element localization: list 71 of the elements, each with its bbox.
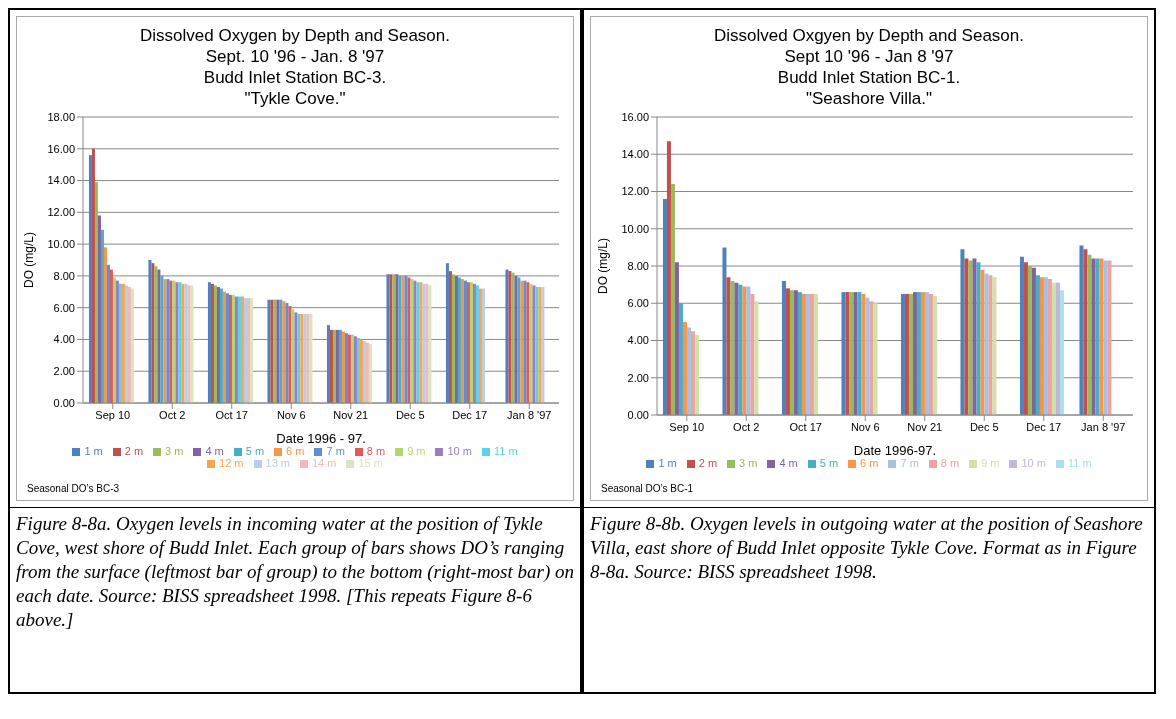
legend-label: 3 m (739, 457, 758, 469)
legend-label: 5 m (819, 457, 839, 469)
legend-label: 7 m (326, 445, 345, 457)
legend-label: 8 m (366, 445, 386, 457)
x-axis-title: Date 1996-97. (853, 443, 937, 458)
x-tick-label: Oct 17 (789, 420, 822, 433)
y-axis-title: DO (mg/L) (596, 237, 611, 295)
y-axis-title: DO (mg/L) (22, 231, 37, 289)
y-tick-label: 16.00 (47, 142, 75, 155)
legend-label: 2 m (124, 445, 144, 457)
y-tick-label: 18.00 (47, 110, 75, 123)
legend-label: 13 m (265, 457, 290, 469)
y-tick-label: 6.00 (53, 301, 75, 314)
x-tick-label: Nov 6 (850, 420, 880, 433)
x-tick-label: Sep 10 (669, 420, 705, 433)
legend-label: 6 m (860, 457, 879, 469)
x-tick-label: Sep 10 (95, 408, 131, 421)
x-tick-label: Oct 2 (159, 408, 186, 421)
legend-label: 11 m (1067, 457, 1092, 469)
legend-label: 2 m (698, 457, 718, 469)
y-tick-label: 0.00 (627, 408, 649, 421)
x-tick-label: Nov 6 (276, 408, 306, 421)
y-tick-label: 14.00 (621, 148, 649, 161)
legend-label: 10 m (447, 445, 472, 457)
text: Seasonal DO’s BC-1 (601, 483, 694, 494)
x-tick-label: Nov 21 (907, 420, 943, 433)
x-tick-label: Dec 17 (452, 408, 488, 421)
y-tick-label: 6.00 (627, 297, 649, 310)
x-tick-label: Oct 17 (215, 408, 248, 421)
y-tick-label: 2.00 (53, 365, 75, 378)
caption: Figure 8-8b. Oxygen levels in outgoing water at the position of Seashore Villa, east shore of Budd Inlet opposite Tykle Cove. Format as in Figure 8-8a. Source: BISS spreadsheet 1998. (590, 512, 1144, 584)
legend-label: 7 m (900, 457, 919, 469)
y-tick-label: 4.00 (53, 333, 75, 346)
y-tick-label: 4.00 (627, 334, 649, 347)
x-axis-title: Date 1996 - 97. (276, 431, 366, 446)
legend-label: 11 m (493, 445, 518, 457)
y-tick-label: 0.00 (53, 396, 75, 409)
x-tick-label: Dec 17 (1026, 420, 1062, 433)
y-tick-label: 14.00 (47, 174, 75, 187)
legend-label: 12 m (219, 457, 244, 469)
legend-label: 4 m (779, 457, 798, 469)
legend-label: 1 m (658, 457, 677, 469)
legend-label: 4 m (205, 445, 224, 457)
legend-label: 15 m (358, 457, 383, 469)
legend-label: 8 m (940, 457, 960, 469)
x-tick-label: Nov 21 (333, 408, 369, 421)
x-tick-label: Dec 5 (395, 408, 425, 421)
y-tick-label: 2.00 (627, 371, 649, 384)
y-tick-label: 12.00 (621, 185, 649, 198)
legend-label: 6 m (286, 445, 305, 457)
x-tick-label: Jan 8 '97 (507, 408, 552, 421)
legend-label: 9 m (981, 457, 1000, 469)
y-tick-label: 12.00 (47, 206, 75, 219)
y-tick-label: 8.00 (53, 269, 75, 282)
x-tick-label: Jan 8 '97 (1081, 420, 1126, 433)
text: Seasonal DO’s BC-3 (27, 483, 120, 494)
chart-title: Dissolved Oxygen by Depth and Season. Sept. 10 '96 - Jan. 8 '97 Budd Inlet Station BC-3. "Tykle Cove." (139, 25, 451, 109)
y-tick-label: 16.00 (621, 110, 649, 123)
legend-label: 14 m (312, 457, 337, 469)
legend-label: 3 m (165, 445, 184, 457)
legend-label: 9 m (407, 445, 426, 457)
y-tick-label: 10.00 (47, 238, 75, 251)
caption: Figure 8-8a. Oxygen levels in incoming water at the position of Tykle Cove, west shore of Budd Inlet. Each group of bars shows DO’s ranging from the surface (leftmost bar of group) to the bottom (right-most bar) on each date. Source: BISS spreadsheet 1998. [This repeats Figure 8-6 above.] (16, 512, 575, 632)
x-tick-label: Dec 5 (969, 420, 999, 433)
legend-label: 5 m (245, 445, 265, 457)
chart-title: Dissolved Oxgyen by Depth and Season. Sept 10 '96 - Jan 8 '97 Budd Inlet Station BC-1. "Seashore Villa." (713, 25, 1025, 109)
y-tick-label: 8.00 (627, 259, 649, 272)
legend-label: 1 m (84, 445, 103, 457)
x-tick-label: Oct 2 (733, 420, 760, 433)
legend-label: 10 m (1021, 457, 1046, 469)
y-tick-label: 10.00 (621, 222, 649, 235)
